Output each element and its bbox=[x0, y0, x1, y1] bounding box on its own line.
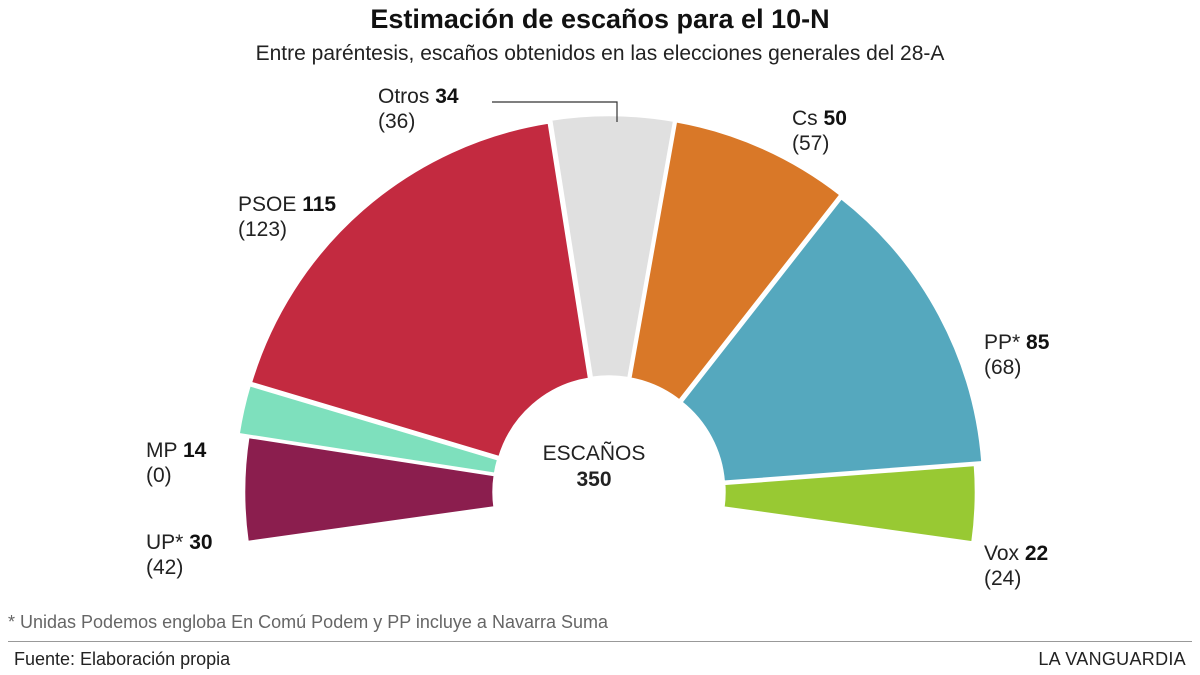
label-up: UP* 30 (42) bbox=[146, 530, 213, 580]
center-label-title: ESCAÑOS bbox=[542, 442, 646, 465]
label-otros-seats: 34 bbox=[435, 85, 459, 108]
slice-otros bbox=[549, 113, 677, 381]
source-credit: Fuente: Elaboración propia bbox=[14, 649, 231, 669]
label-vox: Vox 22 (24) bbox=[984, 541, 1048, 591]
label-mp: MP 14 (0) bbox=[146, 438, 206, 488]
chart-subtitle: Entre paréntesis, escaños obtenidos en l… bbox=[255, 42, 945, 65]
label-vox-name: Vox bbox=[984, 542, 1020, 565]
footer-divider bbox=[8, 641, 1192, 642]
label-mp-previous: (0) bbox=[146, 464, 172, 487]
label-psoe: PSOE 115 (123) bbox=[238, 192, 336, 242]
label-mp-seats: 14 bbox=[182, 439, 207, 462]
center-label: ESCAÑOS 350 bbox=[519, 441, 669, 493]
slice-pp bbox=[678, 195, 985, 484]
brand-logo-text: LA VANGUARDIA bbox=[1038, 649, 1186, 669]
slice-cs bbox=[628, 119, 844, 404]
label-pp-seats: 85 bbox=[1026, 331, 1050, 354]
label-up-previous: (42) bbox=[146, 556, 184, 579]
label-otros-name: Otros bbox=[378, 85, 430, 108]
label-pp: PP* 85 (68) bbox=[984, 330, 1049, 380]
label-cs-seats: 50 bbox=[823, 107, 847, 130]
center-label-total: 350 bbox=[576, 468, 612, 491]
label-cs: Cs 50 (57) bbox=[792, 106, 847, 156]
label-otros-previous: (36) bbox=[378, 110, 416, 133]
slice-vox bbox=[721, 463, 978, 545]
slice-up bbox=[242, 434, 497, 545]
label-psoe-name: PSOE bbox=[238, 193, 297, 216]
slice-psoe bbox=[248, 120, 592, 460]
label-up-name: UP* bbox=[146, 531, 184, 554]
label-psoe-seats: 115 bbox=[302, 193, 337, 216]
label-pp-name: PP* bbox=[984, 331, 1021, 354]
label-cs-name: Cs bbox=[792, 107, 818, 130]
label-cs-previous: (57) bbox=[792, 132, 830, 155]
label-pp-previous: (68) bbox=[984, 356, 1022, 379]
label-vox-previous: (24) bbox=[984, 567, 1022, 590]
footnote: * Unidas Podemos engloba En Comú Podem y… bbox=[8, 612, 608, 632]
chart-title: Estimación de escaños para el 10-N bbox=[370, 4, 830, 34]
leader-line-otros bbox=[492, 101, 618, 122]
label-mp-name: MP bbox=[146, 439, 178, 462]
label-otros: Otros 34 (36) bbox=[378, 84, 459, 134]
slice-mp bbox=[236, 382, 501, 476]
label-up-seats: 30 bbox=[189, 531, 213, 554]
label-psoe-previous: (123) bbox=[238, 218, 288, 241]
label-vox-seats: 22 bbox=[1024, 542, 1049, 565]
